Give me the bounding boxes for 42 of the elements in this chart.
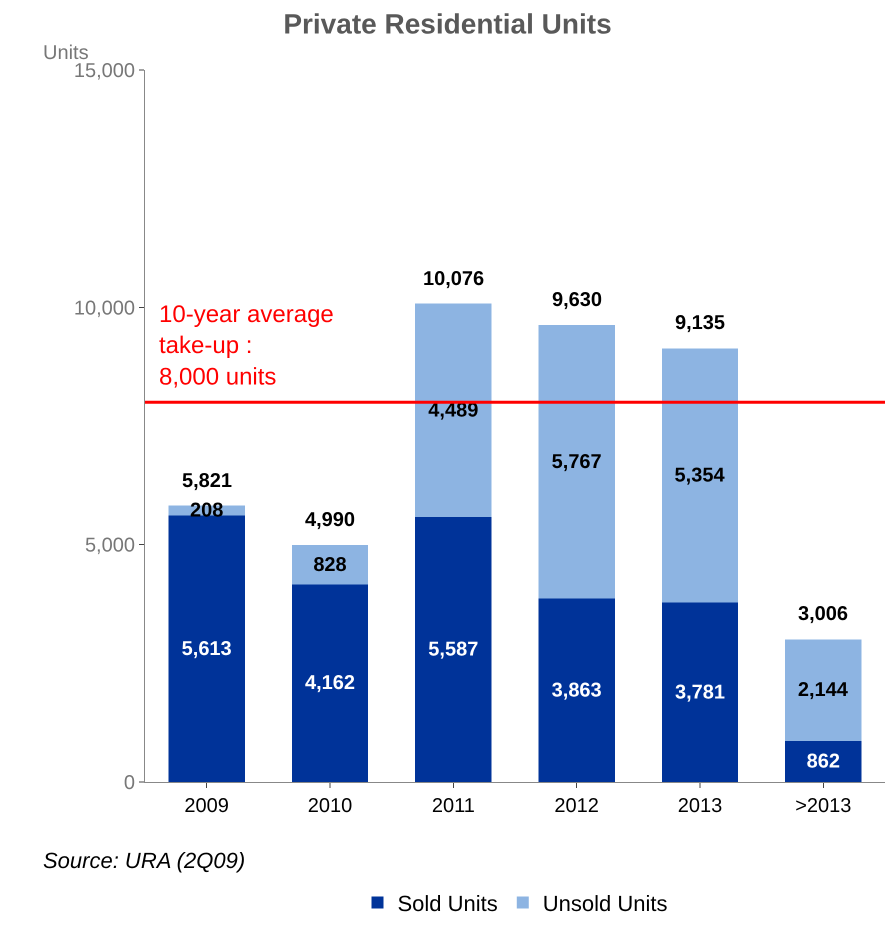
x-tick-label: 2012 bbox=[554, 795, 599, 817]
total-label: 9,630 bbox=[552, 289, 602, 311]
data-label: 4,162 bbox=[304, 672, 356, 694]
total-label: 3,006 bbox=[798, 603, 848, 625]
x-tick-label: >2013 bbox=[795, 795, 852, 817]
bar bbox=[538, 324, 615, 599]
data-label: 5,587 bbox=[428, 638, 478, 660]
bar bbox=[785, 741, 862, 782]
ref-line-label: 10-year average take-up : 8,000 units bbox=[159, 301, 334, 390]
total-label: 10,076 bbox=[423, 268, 484, 290]
bar bbox=[785, 639, 862, 742]
bar bbox=[168, 516, 245, 782]
total-label: 9,135 bbox=[675, 312, 726, 334]
source-note: Source: URA (2Q09) bbox=[43, 848, 246, 873]
total-label: 5,821 bbox=[182, 470, 232, 492]
total-label: 4,990 bbox=[305, 509, 356, 531]
data-label: 828 bbox=[313, 554, 347, 576]
bar bbox=[415, 516, 492, 782]
bar bbox=[415, 304, 492, 517]
data-label: 3,863 bbox=[552, 679, 602, 702]
bar bbox=[538, 598, 615, 782]
legend-label: Sold Units bbox=[398, 891, 498, 916]
y-tick-label: 0 bbox=[124, 772, 135, 794]
data-label: 5,354 bbox=[674, 464, 726, 486]
legend-label: Unsold Units bbox=[542, 891, 668, 916]
x-tick-label: 2009 bbox=[184, 795, 229, 817]
y-tick-label: 10,000 bbox=[74, 297, 135, 320]
bar bbox=[292, 584, 368, 782]
data-label: 5,613 bbox=[182, 638, 232, 660]
bar bbox=[662, 602, 738, 782]
data-label: 5,767 bbox=[552, 450, 602, 473]
data-label: 2,144 bbox=[798, 679, 849, 702]
y-tick-label: 5,000 bbox=[84, 534, 135, 557]
data-label: 862 bbox=[806, 750, 840, 773]
data-label: 3,781 bbox=[674, 681, 726, 704]
bar bbox=[662, 348, 738, 603]
x-tick-label: 2011 bbox=[432, 795, 475, 817]
bar bbox=[292, 545, 368, 584]
chart-title: Private Residential Units bbox=[283, 8, 612, 40]
x-tick-label: 2013 bbox=[678, 795, 722, 817]
data-label: 4,489 bbox=[428, 399, 478, 422]
x-tick-label: 2010 bbox=[308, 795, 352, 817]
